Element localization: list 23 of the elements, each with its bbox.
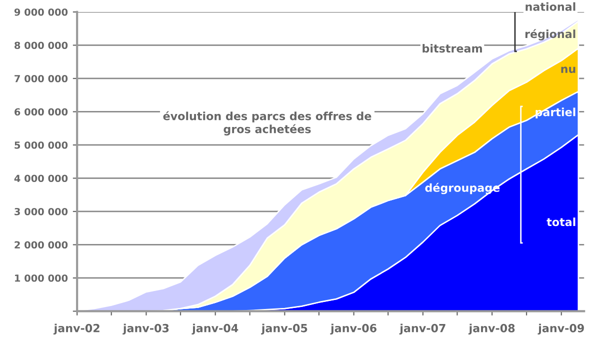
y-tick-label: 7 000 000 (14, 74, 68, 82)
x-tick-label: janv-06 (330, 324, 376, 335)
x-tick-label: janv-08 (468, 324, 515, 335)
y-tick-label: 1 000 000 (15, 274, 68, 282)
y-tick-label: 6 000 000 (14, 108, 68, 116)
x-tick-label: janv-02 (53, 324, 100, 335)
annotation: bitstream (422, 44, 482, 53)
series-label: régional (525, 29, 576, 40)
text: évolution des parcs des offres de gros achetées (163, 111, 372, 136)
x-tick-label: janv-07 (399, 324, 446, 335)
y-tick-label: 4 000 000 (14, 174, 68, 182)
x-tick-label: janv-05 (261, 324, 308, 335)
x-tick-label: janv-03 (122, 324, 169, 335)
y-tick-label: 5 000 000 (14, 141, 68, 149)
series-label: nu (561, 66, 576, 74)
y-tick-label: 8 000 000 (14, 42, 68, 50)
x-tick-label: janv-04 (192, 324, 238, 335)
y-tick-label: 3 000 000 (14, 208, 68, 216)
x-tick-label: janv-09 (538, 324, 584, 335)
series-label: national (526, 2, 576, 11)
y-tick-label: 9 000 000 (14, 8, 68, 16)
y-tick-label: 2 000 000 (14, 241, 68, 249)
series-label: total (546, 218, 576, 226)
